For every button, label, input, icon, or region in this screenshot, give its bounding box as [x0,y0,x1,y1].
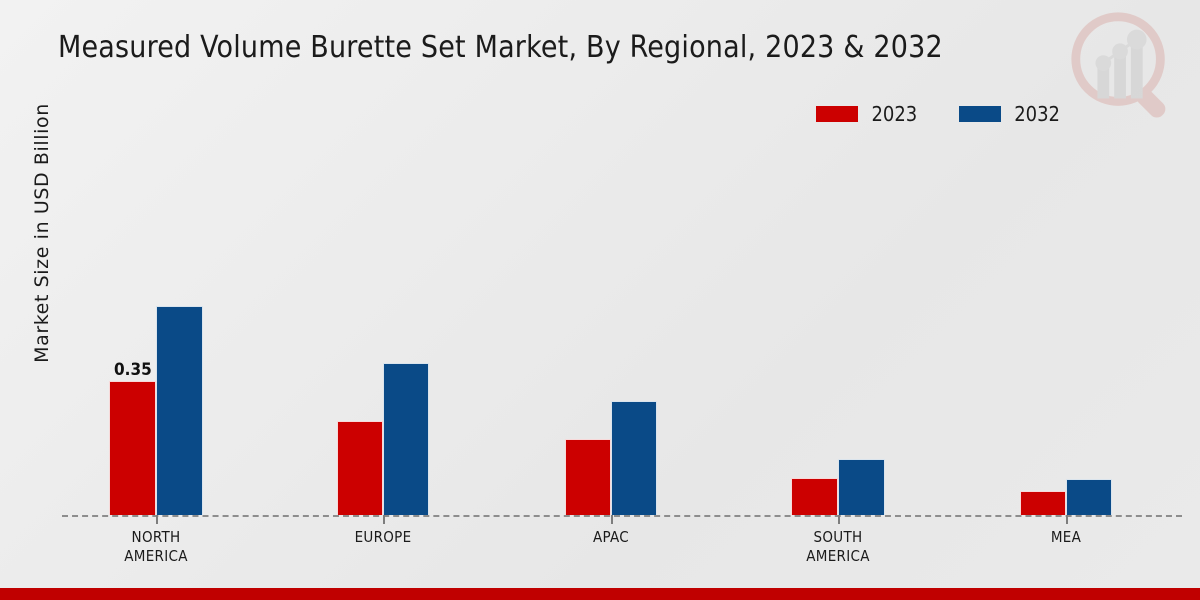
category-label-mea: MEA [1050,528,1082,546]
bar-apac-2032[interactable] [611,401,657,515]
footer-accent-bar [0,588,1200,600]
legend-item-2023[interactable]: 2023 [816,102,917,126]
bar-europe-2023[interactable] [337,421,383,515]
category-label-apac: APAC [593,528,629,546]
bar-north-america-2023[interactable] [109,381,156,515]
bar-mea-2023[interactable] [1020,491,1066,515]
category-label-europe: EUROPE [354,528,412,546]
legend-label-2023: 2023 [871,102,918,126]
legend-label-2032: 2032 [1014,102,1060,126]
chart-legend: 2023 2032 [816,102,1060,126]
tick-europe [383,515,385,524]
tick-apac [611,515,613,524]
chart-title: Measured Volume Burette Set Market, By R… [58,30,943,65]
x-axis-baseline [62,515,1182,517]
legend-item-2032[interactable]: 2032 [959,102,1060,126]
bar-label-north-america-2023: 0.35 [114,360,152,380]
legend-swatch-2023 [816,106,859,122]
bar-europe-2032[interactable] [383,363,429,515]
bar-south-america-2032[interactable] [838,459,885,515]
bar-apac-2023[interactable] [565,439,611,515]
bar-north-america-2032[interactable] [156,306,203,515]
category-label-north-america: NORTH AMERICA [124,528,188,565]
bar-mea-2032[interactable] [1066,479,1112,515]
tick-north-america [156,515,158,524]
bar-south-america-2023[interactable] [791,478,838,515]
tick-mea [1066,515,1068,524]
category-label-south-america: SOUTH AMERICA [806,528,870,565]
tick-south-america [838,515,840,524]
legend-swatch-2032 [959,106,1002,122]
